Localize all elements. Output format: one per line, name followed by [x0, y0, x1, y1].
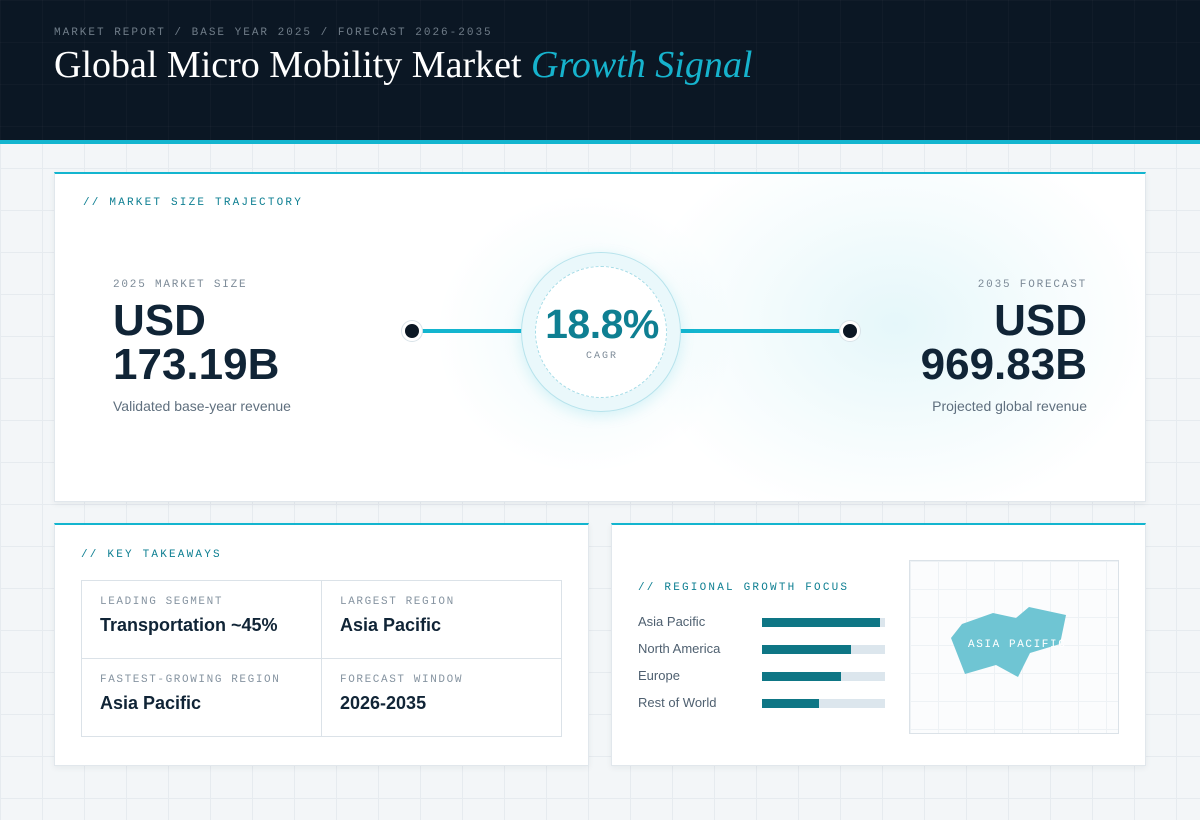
takeaway-label: FORECAST WINDOW — [340, 674, 464, 686]
takeaway-label: LARGEST REGION — [340, 596, 455, 608]
region-map: ASIA PACIFIC — [909, 560, 1119, 734]
region-name-label: North America — [638, 641, 721, 656]
trajectory-section-label: // MARKET SIZE TRAJECTORY — [83, 197, 304, 209]
takeaway-value: Asia Pacific — [340, 615, 442, 635]
takeaway-value: Asia Pacific — [100, 693, 202, 713]
map-region-label: ASIA PACIFIC — [968, 639, 1067, 651]
takeaway-leading-segment: LEADING SEGMENT Transportation ~45% — [82, 581, 322, 659]
bar-track — [762, 645, 885, 654]
takeaway-label: FASTEST-GROWING REGION — [100, 674, 281, 686]
region-row: Europe — [638, 668, 888, 684]
cagr-label: CAGR — [585, 351, 618, 362]
takeaway-forecast-window: FORECAST WINDOW 2026-2035 — [321, 658, 561, 736]
regional-section-label: // REGIONAL GROWTH FOCUS — [638, 582, 850, 594]
forecast-subtitle: Projected global revenue — [932, 398, 1087, 414]
bar-track — [762, 672, 885, 681]
bar-track — [762, 618, 885, 627]
region-row: North America — [638, 641, 888, 657]
bar — [762, 672, 841, 681]
base-year-caption: 2025 MARKET SIZE — [113, 279, 248, 291]
base-year-value-amount: 173.19B — [113, 340, 280, 389]
forecast-value-amount: 969.83B — [920, 340, 1087, 389]
bar — [762, 618, 880, 627]
region-name-label: Asia Pacific — [638, 614, 706, 629]
forecast-caption: 2035 FORECAST — [977, 279, 1087, 291]
takeaway-value: Transportation ~45% — [100, 615, 278, 635]
base-year-value-currency: USD — [113, 296, 206, 345]
region-row: Asia Pacific — [638, 614, 888, 630]
key-takeaways-card: // KEY TAKEAWAYS LEADING SEGMENT Transpo… — [54, 523, 589, 766]
takeaway-fastest-growing-region: FASTEST-GROWING REGION Asia Pacific — [82, 658, 322, 736]
regional-growth-card: // REGIONAL GROWTH FOCUS Asia Pacific Nor… — [611, 523, 1146, 766]
page-title: Global Micro Mobility Market Growth Sign… — [54, 43, 752, 87]
takeaway-label: LEADING SEGMENT — [100, 596, 224, 608]
bar — [762, 645, 851, 654]
breadcrumb: MARKET REPORT / BASE YEAR 2025 / FORECAS… — [54, 27, 493, 39]
report-header: MARKET REPORT / BASE YEAR 2025 / FORECAS… — [0, 0, 1200, 144]
takeaway-value: 2026-2035 — [340, 693, 427, 713]
region-name-label: Rest of World — [638, 695, 717, 710]
cagr-inner-circle: 18.8% CAGR — [535, 266, 667, 398]
asia-pacific-map-shape — [951, 607, 1066, 677]
cagr-badge: 18.8% CAGR — [521, 252, 681, 412]
takeaways-section-label: // KEY TAKEAWAYS — [81, 549, 222, 561]
cagr-value: 18.8% — [545, 301, 659, 347]
bar-track — [762, 699, 885, 708]
end-point-dot — [840, 321, 860, 341]
market-size-card: // MARKET SIZE TRAJECTORY 2025 MARKET SI… — [54, 172, 1146, 502]
start-point-dot — [402, 321, 422, 341]
region-name-label: Europe — [638, 668, 680, 683]
takeaway-largest-region: LARGEST REGION Asia Pacific — [321, 581, 561, 659]
base-year-subtitle: Validated base-year revenue — [113, 398, 291, 414]
page-title-main: Global Micro Mobility Market — [54, 44, 522, 86]
region-row: Rest of World — [638, 695, 888, 711]
takeaways-grid: LEADING SEGMENT Transportation ~45% LARG… — [81, 580, 562, 737]
page-title-accent: Growth Signal — [531, 44, 753, 86]
bar — [762, 699, 819, 708]
forecast-value-currency: USD — [994, 296, 1087, 345]
